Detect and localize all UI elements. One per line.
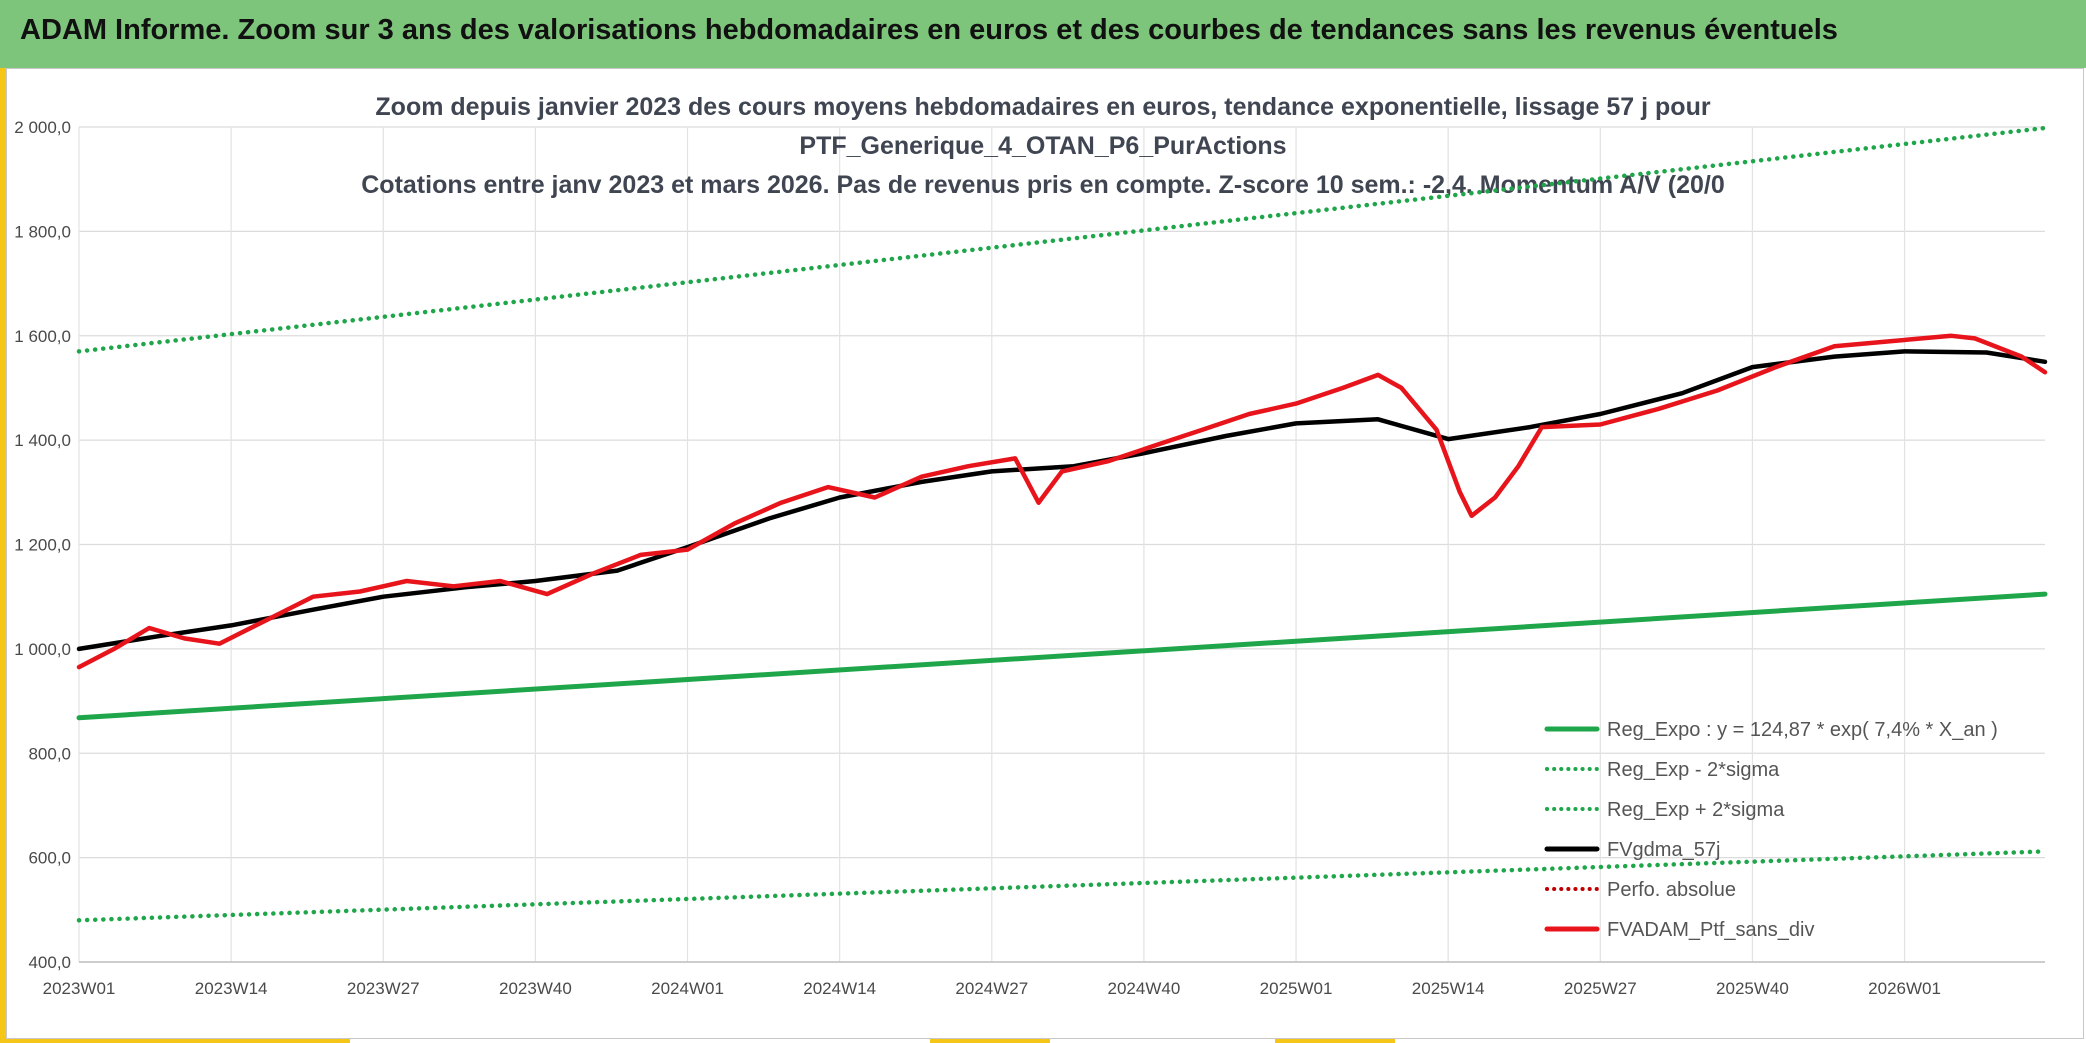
accent-bar-bottom-3 — [1275, 1039, 1395, 1043]
legend-label: Reg_Exp - 2*sigma — [1607, 759, 1780, 781]
series-reg-expo — [76, 591, 2048, 721]
line-chart: Zoom depuis janvier 2023 des cours moyen… — [14, 93, 2048, 998]
chart-title-line-3: Cotations entre janv 2023 et mars 2026. … — [361, 171, 1725, 199]
x-tick-label: 2024W27 — [955, 979, 1028, 998]
x-tick-label: 2024W14 — [803, 979, 876, 998]
y-tick-label: 1 600,0 — [14, 327, 71, 346]
chart-title-line-1: Zoom depuis janvier 2023 des cours moyen… — [375, 93, 1710, 121]
x-tick-label: 2023W27 — [347, 979, 420, 998]
legend-label: FVgdma_57j — [1607, 839, 1720, 861]
y-tick-label: 1 400,0 — [14, 431, 71, 450]
y-tick-label: 1 800,0 — [14, 222, 71, 241]
legend-label: FVADAM_Ptf_sans_div — [1607, 919, 1815, 941]
series-reg-exp-plus-2sigma — [76, 125, 2048, 354]
legend: Reg_Expo : y = 124,87 * exp( 7,4% * X_an… — [1544, 719, 1998, 941]
x-tick-label: 2026W01 — [1868, 979, 1941, 998]
header-bar: ADAM Informe. Zoom sur 3 ans des valoris… — [0, 0, 2086, 68]
chart-title-line-2: PTF_Generique_4_OTAN_P6_PurActions — [799, 132, 1286, 160]
legend-label: Reg_Exp + 2*sigma — [1607, 799, 1785, 821]
y-tick-label: 1 200,0 — [14, 536, 71, 555]
x-tick-label: 2025W40 — [1716, 979, 1789, 998]
x-axis-ticks: 2023W01 2023W14 2023W27 2023W40 2024W01 2024W… — [43, 979, 1941, 998]
accent-bar-bottom — [0, 1037, 350, 1043]
series-reg-exp-minus-2sigma — [76, 849, 2048, 923]
chart-title: Zoom depuis janvier 2023 des cours moyen… — [361, 93, 1725, 199]
y-tick-label: 2 000,0 — [14, 118, 71, 137]
x-tick-label: 2025W01 — [1260, 979, 1333, 998]
x-tick-label: 2023W14 — [195, 979, 268, 998]
series — [76, 125, 2048, 923]
grid — [78, 126, 2045, 963]
y-tick-label: 800,0 — [28, 744, 71, 763]
series-fvadam-ptf-sans-div — [76, 333, 2048, 670]
chart-frame: Zoom depuis janvier 2023 des cours moyen… — [6, 68, 2084, 1039]
page-title: ADAM Informe. Zoom sur 3 ans des valoris… — [20, 14, 1838, 46]
x-tick-label: 2025W14 — [1412, 979, 1485, 998]
legend-label: Perfo. absolue — [1607, 879, 1736, 901]
accent-bar-bottom-2 — [930, 1039, 1050, 1043]
y-tick-label: 600,0 — [28, 849, 71, 868]
x-tick-label: 2024W40 — [1108, 979, 1181, 998]
y-axis-ticks: 400,0 600,0 800,0 1 000,0 1 200,0 1 400,0 1 60… — [14, 118, 71, 972]
x-tick-label: 2025W27 — [1564, 979, 1637, 998]
x-tick-label: 2023W40 — [499, 979, 572, 998]
x-tick-label: 2023W01 — [43, 979, 116, 998]
y-tick-label: 1 000,0 — [14, 640, 71, 659]
x-tick-label: 2024W01 — [651, 979, 724, 998]
accent-bar-left — [0, 68, 6, 1043]
legend-label: Reg_Expo : y = 124,87 * exp( 7,4% * X_an… — [1607, 719, 1998, 741]
y-tick-label: 400,0 — [28, 953, 71, 972]
series-fvgdma-57j — [76, 349, 2048, 652]
